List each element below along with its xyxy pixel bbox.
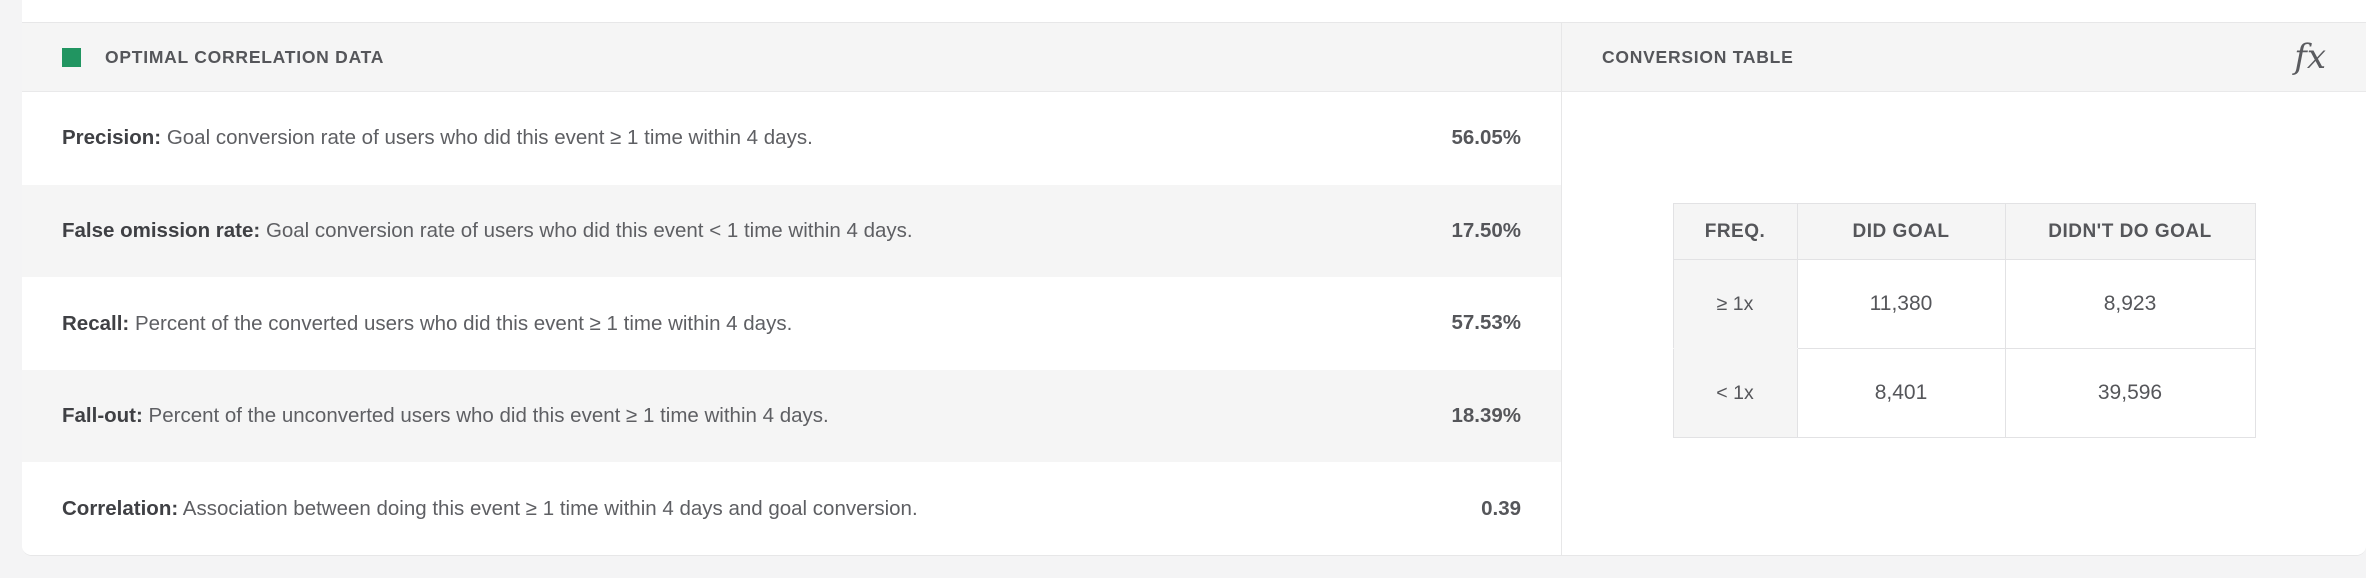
- metric-row-precision[interactable]: Precision: Goal conversion rate of users…: [22, 92, 1561, 185]
- conversion-table-panel: CONVERSION TABLE fx FREQ. DID GOAL DIDN'…: [1562, 23, 2366, 555]
- metric-value: 0.39: [1481, 496, 1521, 520]
- metric-row-list: Precision: Goal conversion rate of users…: [22, 92, 1561, 555]
- conversion-table-title: CONVERSION TABLE: [1602, 46, 1794, 67]
- metric-description-text: Association between doing this event ≥ 1…: [182, 496, 918, 520]
- metric-description-text: Goal conversion rate of users who did th…: [166, 126, 813, 150]
- table-row: < 1x 8,401 39,596: [1672, 348, 2256, 438]
- metric-description: Precision: Goal conversion rate of users…: [62, 124, 1371, 152]
- metric-description-text: Percent of the converted users who did t…: [134, 311, 793, 335]
- metric-description: False omission rate: Goal conversion rat…: [62, 217, 1371, 245]
- optimal-correlation-panel: OPTIMAL CORRELATION DATA Precision: Goal…: [22, 23, 1562, 555]
- optimal-correlation-header: OPTIMAL CORRELATION DATA: [22, 23, 1561, 92]
- optimal-correlation-title: OPTIMAL CORRELATION DATA: [105, 46, 385, 67]
- formula-fx-icon[interactable]: fx: [2294, 37, 2326, 77]
- cell-didnt-do-goal: 8,923: [2004, 259, 2256, 349]
- metric-label: Precision:: [62, 126, 162, 150]
- metric-label: False omission rate:: [62, 219, 261, 243]
- metric-row-false-omission-rate[interactable]: False omission rate: Goal conversion rat…: [22, 184, 1561, 278]
- cell-freq: ≥ 1x: [1672, 259, 1798, 349]
- column-header-didnt-do-goal: DIDN'T DO GOAL: [2004, 203, 2256, 260]
- metric-value: 18.39%: [1451, 404, 1521, 428]
- conversion-table: FREQ. DID GOAL DIDN'T DO GOAL ≥ 1x 11,38…: [1672, 203, 2256, 438]
- conversion-table-body-rows: ≥ 1x 11,380 8,923 < 1x 8,401 39,596: [1672, 259, 2256, 438]
- cell-didnt-do-goal: 39,596: [2004, 348, 2256, 438]
- column-header-did-goal: DID GOAL: [1796, 203, 2006, 260]
- metric-row-correlation[interactable]: Correlation: Association between doing t…: [22, 462, 1561, 555]
- metric-label: Recall:: [62, 311, 130, 335]
- conversion-table-header: CONVERSION TABLE fx: [1562, 23, 2366, 92]
- metric-value: 17.50%: [1451, 218, 1521, 242]
- metric-value: 57.53%: [1451, 311, 1521, 335]
- metric-description: Recall: Percent of the converted users w…: [62, 310, 1371, 338]
- cell-freq: < 1x: [1672, 348, 1798, 438]
- cell-did-goal: 8,401: [1796, 348, 2006, 438]
- metric-description-text: Goal conversion rate of users who did th…: [265, 219, 913, 243]
- metric-row-recall[interactable]: Recall: Percent of the converted users w…: [22, 277, 1561, 370]
- metric-row-fall-out[interactable]: Fall-out: Percent of the unconverted use…: [22, 369, 1561, 463]
- metric-description-text: Percent of the unconverted users who did…: [148, 404, 829, 428]
- correlation-card: OPTIMAL CORRELATION DATA Precision: Goal…: [22, 22, 2366, 556]
- card-top-strip: [22, 0, 2366, 22]
- metric-label: Fall-out:: [62, 404, 143, 428]
- metric-label: Correlation:: [62, 496, 179, 520]
- conversion-table-body: FREQ. DID GOAL DIDN'T DO GOAL ≥ 1x 11,38…: [1562, 92, 2366, 555]
- metric-value: 56.05%: [1451, 126, 1521, 150]
- metric-description: Correlation: Association between doing t…: [62, 495, 1371, 523]
- table-row: ≥ 1x 11,380 8,923: [1672, 259, 2256, 349]
- conversion-table-head: FREQ. DID GOAL DIDN'T DO GOAL: [1672, 203, 2256, 260]
- legend-swatch-icon: [62, 47, 81, 67]
- cell-did-goal: 11,380: [1796, 259, 2006, 349]
- column-header-freq: FREQ.: [1672, 203, 1798, 260]
- table-header-row: FREQ. DID GOAL DIDN'T DO GOAL: [1672, 203, 2256, 260]
- metric-description: Fall-out: Percent of the unconverted use…: [62, 402, 1371, 430]
